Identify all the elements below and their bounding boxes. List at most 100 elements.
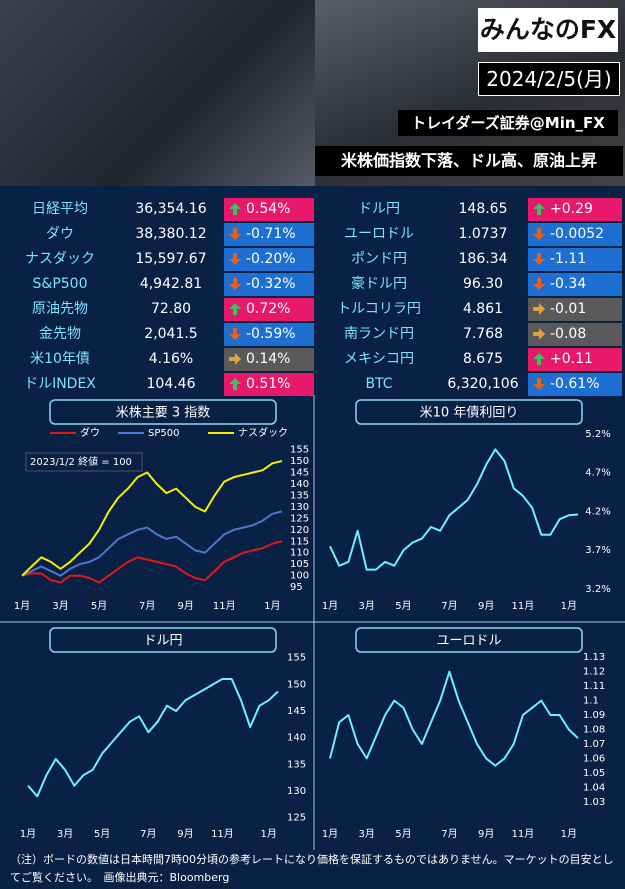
change-text: +0.29 <box>550 201 593 217</box>
row-value: 4.861 <box>462 301 504 317</box>
change-text: -0.34 <box>550 276 587 292</box>
x-tick-label: 3月 <box>359 828 375 840</box>
x-tick-label: 5月 <box>395 600 411 612</box>
change-text: 0.51% <box>246 376 291 392</box>
y-tick-label: 1.03 <box>583 797 605 808</box>
y-tick-label: 105 <box>290 559 309 570</box>
change-text: +0.11 <box>550 351 593 367</box>
y-tick-label: 130 <box>290 502 309 513</box>
row-value: 2,041.5 <box>144 326 198 342</box>
x-tick-label: 5月 <box>91 600 107 612</box>
change-text: -0.0052 <box>550 226 605 242</box>
x-tick-label: 3月 <box>359 600 375 612</box>
x-tick-label: 1月 <box>561 600 577 612</box>
x-tick-label: 7月 <box>139 600 155 612</box>
series-line <box>21 540 283 584</box>
row-value: 96.30 <box>462 276 504 292</box>
trend-arrow <box>533 303 545 315</box>
row-name: 原油先物 <box>32 301 88 317</box>
row-value: 15,597.67 <box>135 251 207 267</box>
row-value: 148.65 <box>458 201 508 217</box>
y-tick-label: 1.06 <box>583 753 605 764</box>
chart-title: 米10 年債利回り <box>420 406 519 421</box>
row-name: ユーロドル <box>344 226 414 242</box>
x-tick-label: 1月 <box>561 828 577 840</box>
y-tick-label: 1.04 <box>583 782 605 793</box>
y-tick-label: 95 <box>290 582 303 593</box>
row-change: -0.71% <box>224 223 314 246</box>
series-line <box>21 460 283 577</box>
annotation: 2023/1/2 終値 = 100 <box>30 455 132 468</box>
row-name: 南ランド円 <box>344 326 414 342</box>
row-value: 1.0737 <box>458 226 508 242</box>
logo: みんなのFX <box>478 8 618 52</box>
title-box <box>355 627 583 653</box>
row-change: -0.01 <box>528 298 622 321</box>
row-name: ドルINDEX <box>24 376 96 392</box>
y-tick-label: 3.2% <box>585 584 610 595</box>
x-tick-label: 11月 <box>512 828 535 840</box>
row-name: 金先物 <box>39 326 81 342</box>
change-text: -0.20% <box>246 251 296 267</box>
row-name: ダウ <box>46 226 74 242</box>
row-value: 186.34 <box>458 251 508 267</box>
row-name: ポンド円 <box>351 251 407 267</box>
row-change: -0.08 <box>528 323 622 346</box>
photo-powell <box>0 0 315 186</box>
title-box <box>49 399 277 425</box>
row-value: 7.768 <box>462 326 504 342</box>
row-change: 0.51% <box>224 373 314 396</box>
x-tick-label: 7月 <box>441 600 457 612</box>
y-tick-label: 135 <box>290 490 309 501</box>
x-tick-label: 3月 <box>57 828 73 840</box>
annotation-box <box>25 452 143 472</box>
row-change: -0.32% <box>224 273 314 296</box>
row-change: -0.34 <box>528 273 622 296</box>
x-tick-label: 1月 <box>322 828 338 840</box>
row-change: 0.72% <box>224 298 314 321</box>
row-name: 日経平均 <box>32 201 88 217</box>
headline: 米株価指数下落、ドル高、原油上昇 <box>315 146 623 176</box>
trend-arrow <box>229 278 241 290</box>
y-tick-label: 5.2% <box>585 429 610 440</box>
row-change: 0.54% <box>224 198 314 221</box>
trend-arrow <box>229 228 241 240</box>
footer-note: （注）ボードの数値は日本時間7時00分頃の参考レートになり価格を保証するものでは… <box>10 853 614 884</box>
y-tick-label: 1.12 <box>583 667 605 678</box>
legend-label: SP500 <box>148 428 179 439</box>
y-tick-label: 150 <box>290 456 309 467</box>
y-tick-label: 1.08 <box>583 725 605 736</box>
x-tick-label: 7月 <box>441 828 457 840</box>
rate-table: 日経平均 36,354.16 0.54% ダウ 38,380.12 -0.71% ナスダック… <box>0 198 625 398</box>
row-name: S&P500 <box>32 276 88 292</box>
row-value: 72.80 <box>150 301 192 317</box>
trend-arrow <box>533 353 545 365</box>
x-tick-label: 9月 <box>177 828 193 840</box>
row-name: メキシコ円 <box>344 351 414 367</box>
row-name: 豪ドル円 <box>351 276 407 292</box>
y-tick-label: 155 <box>290 445 309 456</box>
row-change: -0.59% <box>224 323 314 346</box>
y-tick-label: 150 <box>287 679 306 690</box>
date: 2024/2/5(月) <box>478 62 620 96</box>
series-line <box>329 448 579 571</box>
trend-arrow <box>533 203 545 215</box>
y-tick-label: 1.13 <box>583 652 605 663</box>
y-tick-label: 115 <box>290 536 309 547</box>
row-name: ドル円 <box>358 201 400 217</box>
row-value: 4.16% <box>148 351 194 367</box>
chart-title: 米株主要 3 指数 <box>116 406 211 421</box>
y-tick-label: 1.1 <box>583 696 599 707</box>
y-tick-label: 155 <box>287 653 306 664</box>
account: トレイダーズ証券@Min_FX <box>398 110 618 136</box>
trend-arrow <box>229 203 241 215</box>
row-name: ナスダック <box>25 251 95 267</box>
trend-arrow <box>533 278 545 290</box>
x-tick-label: 5月 <box>395 828 411 840</box>
row-change: +0.11 <box>528 348 622 371</box>
row-value: 4,942.81 <box>139 276 203 292</box>
y-tick-label: 1.07 <box>583 739 605 750</box>
trend-arrow <box>229 328 241 340</box>
row-name: トルコリラ円 <box>337 301 421 317</box>
